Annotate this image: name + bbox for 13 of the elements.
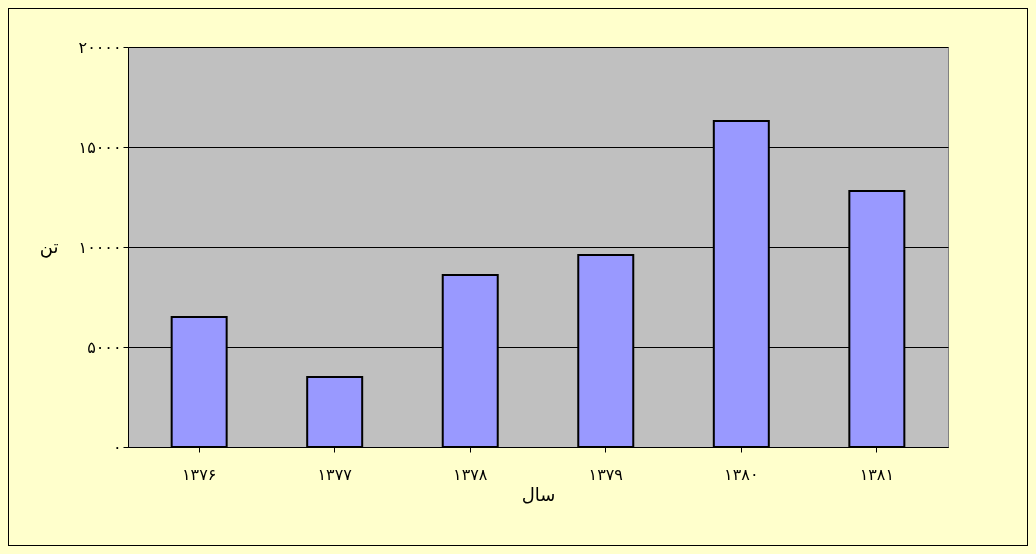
x-tick-label: ۱۳۷۸ [453,464,488,484]
y-tick-label: ۲۰۰۰۰ [78,37,122,57]
x-tick-label: ۱۳۷۶ [181,464,217,484]
y-tick-label: ۰ [112,437,122,457]
x-tick-label: ۱۳۷۹ [588,464,623,484]
x-tick-label: ۱۳۷۷ [317,464,353,484]
y-tick-label: ۱۰۰۰۰ [78,237,122,257]
y-tick-label: ۵۰۰۰ [87,337,122,357]
x-tick-label: ۱۳۸۱ [859,464,895,484]
x-tick-label: ۱۳۸۰ [724,464,759,484]
y-axis-title: تن [39,235,59,258]
y-tick-label: ۱۵۰۰۰ [78,137,122,157]
x-axis-title: سال [521,483,556,505]
